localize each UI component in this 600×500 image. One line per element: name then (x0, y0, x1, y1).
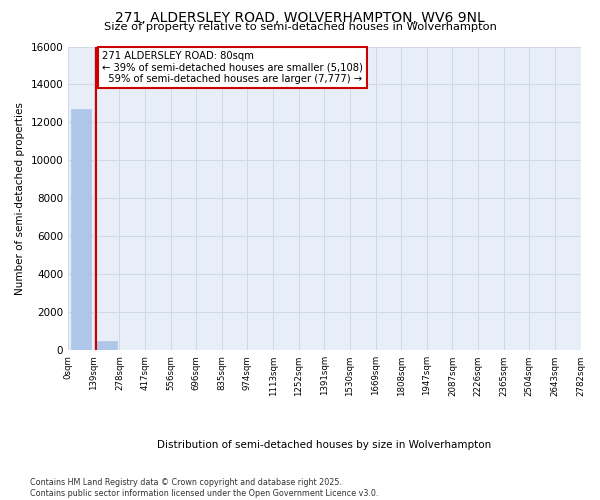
Bar (97, 341, 117, 350)
Y-axis label: Number of semi-detached properties: Number of semi-detached properties (15, 102, 25, 295)
Text: 271, ALDERSLEY ROAD, WOLVERHAMPTON, WV6 9NL: 271, ALDERSLEY ROAD, WOLVERHAMPTON, WV6 … (115, 11, 485, 25)
Text: Contains HM Land Registry data © Crown copyright and database right 2025.
Contai: Contains HM Land Registry data © Crown c… (30, 478, 379, 498)
Bar (71, 109, 91, 350)
X-axis label: Distribution of semi-detached houses by size in Wolverhampton: Distribution of semi-detached houses by … (157, 440, 491, 450)
Text: 271 ALDERSLEY ROAD: 80sqm
← 39% of semi-detached houses are smaller (5,108)
  59: 271 ALDERSLEY ROAD: 80sqm ← 39% of semi-… (102, 51, 363, 84)
Text: Size of property relative to semi-detached houses in Wolverhampton: Size of property relative to semi-detach… (104, 22, 496, 32)
